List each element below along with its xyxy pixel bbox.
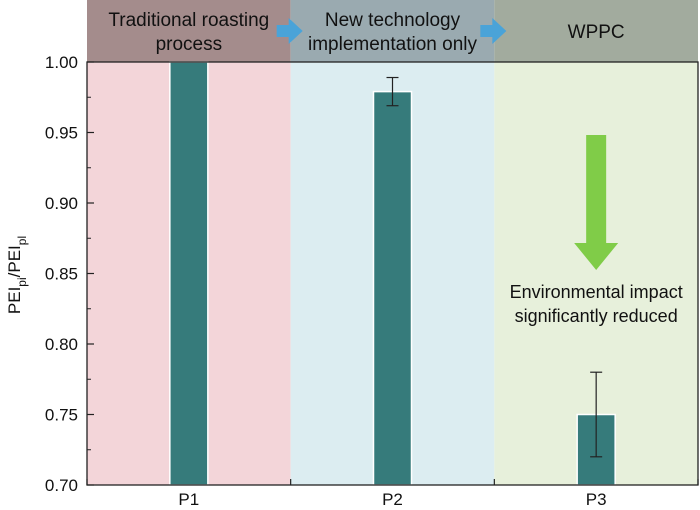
x-tick-label: P2: [382, 490, 403, 509]
bar: [372, 90, 413, 486]
phase-header-label: New technology: [325, 10, 461, 31]
phase-arrow-icon: [480, 18, 507, 44]
y-tick-label: 0.95: [45, 124, 78, 143]
down-arrow-icon: [574, 135, 619, 270]
phase-headers: Traditional roasting process New technolog…: [87, 0, 698, 62]
y-tick-label: 0.75: [45, 406, 78, 425]
y-tick-label: 1.00: [45, 53, 78, 72]
y-tick-label: 0.70: [45, 476, 78, 495]
y-axis-label-subscript: pi: [15, 277, 29, 286]
phase-arrow-icon: [276, 18, 303, 44]
x-tick-label: P1: [178, 490, 199, 509]
y-axis-label-part: PEI: [5, 287, 24, 314]
phase-header-label: process: [156, 34, 223, 55]
y-tick-label: 0.80: [45, 335, 78, 354]
phase-header-label: implementation only: [308, 34, 477, 55]
y-axis-label: PEIpi/PEIpl: [5, 236, 29, 314]
bar: [169, 61, 209, 486]
phase-header-label: Traditional roasting: [108, 10, 269, 31]
annotation-label: significantly reduced: [515, 306, 678, 326]
phase-header-label: WPPC: [568, 22, 625, 43]
annotation-label: Environmental impact: [510, 282, 683, 302]
y-axis-label-part: /PEI: [5, 245, 24, 277]
y-tick-label: 0.85: [45, 265, 78, 284]
y-tick-label: 0.90: [45, 194, 78, 213]
phase-header: [87, 0, 291, 62]
phase-header: [494, 0, 698, 62]
y-axis-label-subscript: pl: [15, 236, 29, 245]
phase-header: [290, 0, 495, 62]
axes: 0.70 0.75 0.80 0.85 0.90 0.95 1.00 P1 P2 P3: [45, 53, 699, 509]
x-tick-label: P3: [586, 490, 607, 509]
annotation: Environmental impact significantly reduce…: [510, 135, 683, 326]
